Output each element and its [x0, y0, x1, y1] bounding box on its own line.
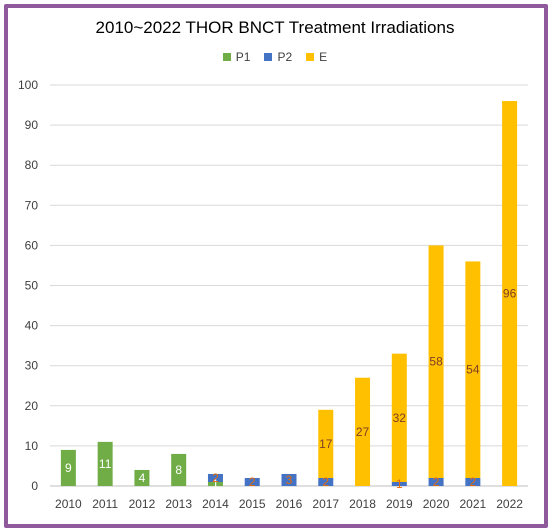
bar-p2	[244, 477, 260, 486]
data-label: 2	[249, 475, 256, 489]
data-label: 2	[433, 475, 440, 489]
data-label: 2	[322, 475, 329, 489]
bar-p2	[391, 481, 407, 486]
bar-p2	[281, 473, 297, 486]
y-tick-label: 20	[25, 399, 39, 413]
legend-swatch	[264, 53, 273, 61]
legend-item: P2	[264, 50, 292, 64]
bar-p1	[207, 481, 223, 486]
data-label: 8	[175, 463, 182, 477]
legend-label: P1	[235, 50, 251, 64]
x-tick-label: 2019	[386, 497, 413, 511]
data-label: 17	[319, 437, 333, 451]
y-tick-label: 60	[25, 238, 39, 252]
data-label: 96	[503, 287, 517, 301]
x-tick-label: 2015	[239, 497, 266, 511]
data-label: 11	[99, 457, 112, 471]
data-label: 3	[286, 473, 293, 487]
x-tick-label: 2022	[496, 497, 523, 511]
data-label: 1	[212, 477, 219, 491]
x-tick-label: 2018	[349, 497, 376, 511]
y-tick-label: 70	[25, 198, 39, 212]
data-label: 54	[466, 363, 480, 377]
bar-p2	[318, 477, 334, 486]
y-tick-label: 50	[25, 279, 39, 293]
data-label: 27	[356, 425, 370, 439]
bar-e	[465, 261, 481, 478]
bar-p1	[97, 441, 113, 486]
y-tick-label: 80	[25, 158, 39, 172]
x-tick-label: 2021	[459, 497, 486, 511]
data-label: 2	[470, 475, 477, 489]
bar-e	[318, 409, 334, 478]
legend-label: E	[319, 50, 328, 64]
chart-frame	[4, 4, 548, 528]
x-tick-label: 2012	[129, 497, 156, 511]
legend-item: P1	[222, 50, 251, 64]
legend-item: E	[306, 50, 327, 64]
x-tick-label: 2013	[165, 497, 192, 511]
legend-label: P2	[277, 50, 293, 64]
legend-swatch	[222, 53, 231, 61]
bar-p2	[465, 477, 481, 486]
bar-e	[355, 377, 371, 486]
x-tick-label: 2016	[276, 497, 303, 511]
bar-p1	[171, 453, 187, 486]
x-tick-label: 2017	[312, 497, 339, 511]
data-label: 2	[212, 471, 219, 485]
bar-p1	[134, 469, 150, 486]
data-label: 9	[65, 461, 72, 475]
bar-p1	[60, 449, 76, 486]
legend-swatch	[306, 53, 315, 61]
bar-e	[502, 101, 518, 486]
y-tick-label: 90	[25, 118, 39, 132]
x-tick-label: 2011	[92, 497, 118, 511]
legend: P1 P2 E	[0, 50, 550, 64]
y-tick-label: 0	[31, 479, 38, 493]
y-tick-label: 40	[25, 319, 39, 333]
y-tick-label: 30	[25, 359, 39, 373]
y-tick-label: 100	[18, 78, 38, 92]
data-label: 4	[139, 471, 146, 485]
bar-e	[428, 245, 444, 478]
bar-p2	[207, 473, 223, 482]
data-label: 32	[393, 411, 407, 425]
x-tick-label: 2020	[423, 497, 450, 511]
bar-e	[391, 353, 407, 482]
x-tick-label: 2010	[55, 497, 82, 511]
data-label: 58	[429, 355, 443, 369]
x-tick-label: 2014	[202, 497, 229, 511]
chart-title: 2010~2022 THOR BNCT Treatment Irradiatio…	[95, 18, 455, 37]
data-label: 1	[396, 477, 403, 491]
y-tick-label: 10	[25, 439, 39, 453]
bar-p2	[428, 477, 444, 486]
